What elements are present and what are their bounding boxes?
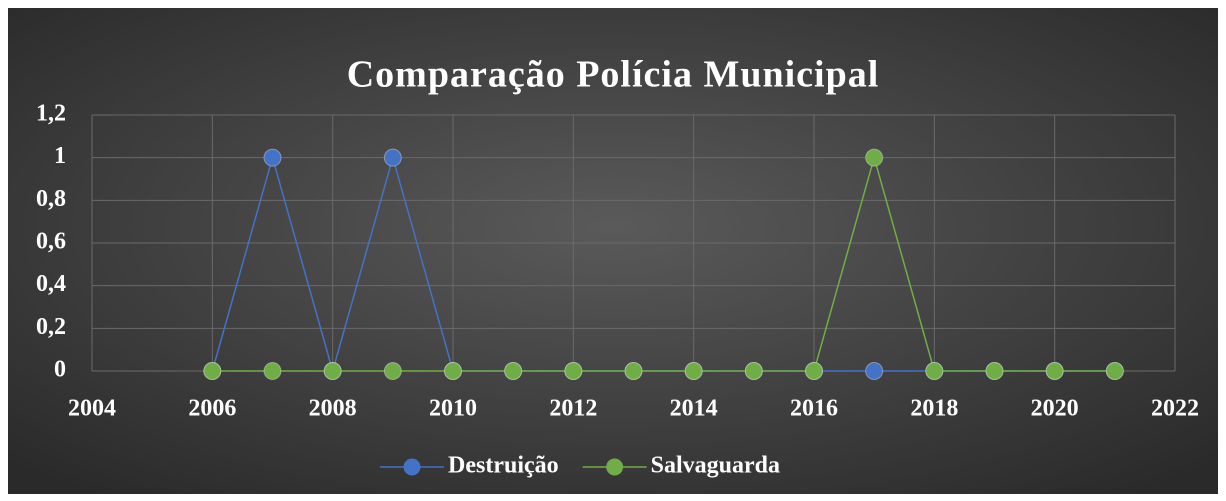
x-tick-label: 2004 (68, 396, 116, 422)
legend-swatch-marker (403, 458, 421, 476)
y-tick-label: 0,4 (36, 271, 66, 297)
x-tick-label: 2016 (790, 396, 838, 422)
x-tick-label: 2014 (670, 396, 718, 422)
legend-label: Salvaguarda (651, 453, 780, 479)
x-tick-label: 2006 (188, 396, 236, 422)
y-tick-label: 1 (54, 143, 66, 169)
data-point (1105, 362, 1124, 380)
data-point (323, 362, 342, 380)
series-line (212, 154, 1115, 372)
legend-swatch-marker (606, 458, 624, 476)
legend-label: Destruição (448, 453, 559, 479)
data-point (444, 362, 462, 380)
data-point (744, 362, 763, 380)
data-point (1045, 362, 1064, 380)
y-tick-label: 0 (54, 357, 66, 383)
x-tick-label: 2020 (1031, 396, 1079, 422)
x-tick-label: 2012 (549, 396, 597, 422)
x-tick-label: 2008 (309, 396, 357, 422)
data-point (985, 362, 1004, 380)
data-point (263, 362, 282, 380)
chart-title: Comparação Polícia Municipal (347, 54, 880, 96)
data-point (805, 362, 823, 380)
y-tick-label: 0,8 (36, 186, 66, 212)
x-tick-label: 2010 (429, 396, 477, 422)
y-tick-label: 1,2 (36, 101, 66, 127)
x-tick-label: 2022 (1151, 396, 1199, 422)
data-point (383, 362, 402, 380)
chart-background (8, 8, 1218, 494)
data-point (624, 362, 643, 380)
data-point (925, 362, 944, 380)
data-point (684, 362, 703, 380)
data-point (203, 362, 222, 380)
data-point (865, 148, 884, 167)
data-point (865, 362, 884, 380)
data-point (564, 362, 583, 380)
data-point (263, 148, 282, 167)
x-tick-label: 2018 (910, 396, 958, 422)
y-tick-label: 0,6 (36, 229, 66, 255)
data-point (383, 148, 402, 167)
y-tick-label: 0,2 (36, 314, 66, 340)
data-point (504, 362, 523, 380)
